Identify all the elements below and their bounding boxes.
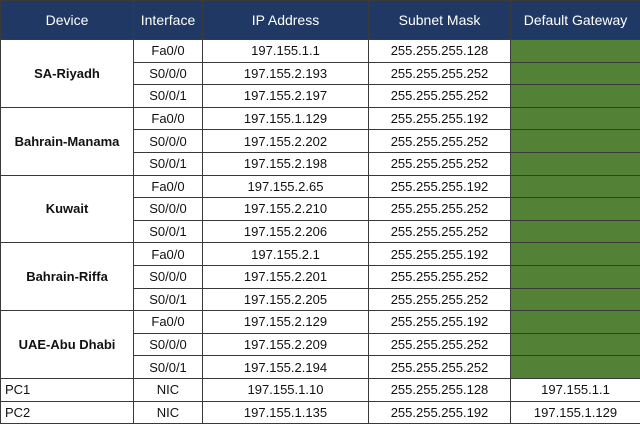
- table-row: S0/0/1 197.155.2.206 255.255.255.252: [1, 219, 640, 244]
- header-cell: IP Address: [202, 0, 369, 40]
- table-row: S0/0/0 197.155.2.210 255.255.255.252: [1, 197, 640, 221]
- device-name: Bahrain-Manama: [0, 106, 134, 176]
- table-header: Device Interface IP Address Subnet Mask Defa…: [0, 0, 640, 40]
- table-row: SA-Riyadh Fa0/0 197.155.1.1 255.255.255.128: [0, 39, 640, 108]
- ip-cell: 197.155.2.205: [202, 287, 369, 312]
- mask-cell: 255.255.255.252: [368, 129, 511, 153]
- table-row: S0/0/0 197.155.2.202 255.255.255.252: [1, 129, 640, 153]
- gateway-empty-cell: [510, 129, 640, 153]
- ip-cell: 197.155.1.10: [202, 377, 369, 402]
- gateway-empty-cell: [510, 151, 640, 176]
- interface-cell: S0/0/0: [133, 197, 203, 221]
- ip-cell: 197.155.2.206: [202, 219, 369, 244]
- header-cell: Subnet Mask: [368, 0, 511, 40]
- mask-cell: 255.255.255.192: [368, 310, 511, 334]
- table-row: PC2 NIC 197.155.1.135 255.255.255.192 197.15…: [0, 400, 640, 425]
- header-cell: Default Gateway: [510, 0, 640, 40]
- interface-cell: S0/0/1: [133, 287, 203, 312]
- interface-cell: S0/0/1: [133, 219, 203, 244]
- interface-cell: NIC: [133, 400, 203, 425]
- gateway-empty-cell: [510, 355, 640, 379]
- interface-cell: Fa0/0: [133, 310, 203, 334]
- mask-cell: 255.255.255.252: [368, 84, 511, 108]
- interface-cell: NIC: [133, 377, 203, 402]
- device-name: UAE-Abu Dhabi: [0, 310, 134, 379]
- mask-cell: 255.255.255.192: [368, 174, 511, 199]
- ip-cell: 197.155.1.129: [202, 106, 369, 131]
- gateway-empty-cell: [510, 61, 640, 86]
- pc-name: PC2: [0, 400, 134, 425]
- mask-cell: 255.255.255.252: [368, 355, 511, 379]
- mask-cell: 255.255.255.128: [368, 39, 511, 63]
- gateway-empty-cell: [510, 287, 640, 312]
- gateway-empty-cell: [510, 332, 640, 357]
- header-cell: Interface: [133, 0, 203, 40]
- ip-cell: 197.155.2.193: [202, 61, 369, 86]
- gateway-empty-cell: [510, 174, 640, 199]
- gateway-empty-cell: [510, 310, 640, 334]
- interface-cell: S0/0/0: [133, 264, 203, 289]
- ip-cell: 197.155.1.1: [202, 39, 369, 63]
- interface-cell: S0/0/0: [133, 332, 203, 357]
- ip-cell: 197.155.2.210: [202, 197, 369, 221]
- mask-cell: 255.255.255.128: [368, 377, 511, 402]
- interface-cell: Fa0/0: [133, 106, 203, 131]
- interface-cell: S0/0/0: [133, 129, 203, 153]
- table-row: UAE-Abu Dhabi Fa0/0 197.155.2.129 255.255.2…: [0, 310, 640, 379]
- ip-cell: 197.155.2.202: [202, 129, 369, 153]
- gateway-empty-cell: [510, 219, 640, 244]
- device-name: Kuwait: [0, 174, 134, 244]
- table-row: Bahrain-Manama Fa0/0 197.155.1.129 255.255.…: [0, 106, 640, 176]
- mask-cell: 255.255.255.192: [368, 106, 511, 131]
- header-row: Device Interface IP Address Subnet Mask Defa…: [0, 0, 640, 40]
- gateway-empty-cell: [510, 84, 640, 108]
- interface-cell: S0/0/1: [133, 355, 203, 379]
- mask-cell: 255.255.255.192: [368, 400, 511, 425]
- table-row: Bahrain-Riffa Fa0/0 197.155.2.1 255.255.255…: [0, 242, 640, 312]
- ip-cell: 197.155.2.129: [202, 310, 369, 334]
- interface-cell: S0/0/1: [133, 151, 203, 176]
- mask-cell: 255.255.255.252: [368, 151, 511, 176]
- table-body: SA-Riyadh Fa0/0 197.155.1.1 255.255.255.128…: [0, 39, 640, 425]
- table-row: S0/0/1 197.155.2.194 255.255.255.252: [1, 355, 640, 379]
- device-name: SA-Riyadh: [0, 39, 134, 108]
- gateway-empty-cell: [510, 106, 640, 131]
- mask-cell: 255.255.255.252: [368, 332, 511, 357]
- table-row: S0/0/1 197.155.2.198 255.255.255.252: [1, 151, 640, 176]
- header-cell: Device: [0, 0, 134, 40]
- gateway-empty-cell: [510, 39, 640, 63]
- ip-cell: 197.155.2.201: [202, 264, 369, 289]
- mask-cell: 255.255.255.252: [368, 219, 511, 244]
- gateway-empty-cell: [510, 264, 640, 289]
- gateway-empty-cell: [510, 242, 640, 266]
- ip-cell: 197.155.2.1: [202, 242, 369, 266]
- interface-cell: Fa0/0: [133, 242, 203, 266]
- ip-cell: 197.155.1.135: [202, 400, 369, 425]
- ip-cell: 197.155.2.197: [202, 84, 369, 108]
- ip-cell: 197.155.2.198: [202, 151, 369, 176]
- pc-name: PC1: [0, 377, 134, 402]
- table-row: Kuwait Fa0/0 197.155.2.65 255.255.255.192: [0, 174, 640, 244]
- table-row: PC1 NIC 197.155.1.10 255.255.255.128 197.155…: [0, 377, 640, 402]
- mask-cell: 255.255.255.252: [368, 287, 511, 312]
- table-row: S0/0/0 197.155.2.201 255.255.255.252: [1, 264, 640, 289]
- table-row: S0/0/0 197.155.2.209 255.255.255.252: [1, 332, 640, 357]
- interface-cell: S0/0/0: [133, 61, 203, 86]
- gateway-cell: 197.155.1.1: [510, 377, 640, 402]
- mask-cell: 255.255.255.252: [368, 61, 511, 86]
- gateway-cell: 197.155.1.129: [510, 400, 640, 425]
- mask-cell: 255.255.255.252: [368, 264, 511, 289]
- ip-cell: 197.155.2.209: [202, 332, 369, 357]
- ip-cell: 197.155.2.65: [202, 174, 369, 199]
- interface-cell: Fa0/0: [133, 39, 203, 63]
- gateway-empty-cell: [510, 197, 640, 221]
- mask-cell: 255.255.255.252: [368, 197, 511, 221]
- interface-cell: S0/0/1: [133, 84, 203, 108]
- device-name: Bahrain-Riffa: [0, 242, 134, 312]
- mask-cell: 255.255.255.192: [368, 242, 511, 266]
- interface-cell: Fa0/0: [133, 174, 203, 199]
- ip-cell: 197.155.2.194: [202, 355, 369, 379]
